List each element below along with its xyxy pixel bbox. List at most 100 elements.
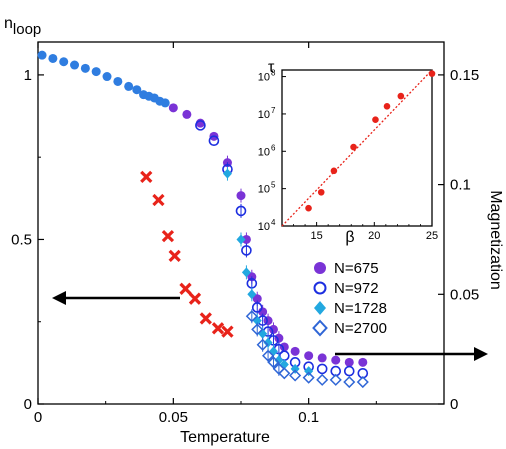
point-initial: [102, 72, 112, 82]
inset-x-tick-label: 15: [310, 230, 322, 242]
point-n2700: [329, 373, 342, 386]
point-n2700: [356, 375, 369, 389]
legend-label-n1728: N=1728: [334, 300, 387, 317]
point-n675: [304, 351, 314, 361]
legend-label-n2700: N=2700: [334, 320, 387, 337]
legend-marker-n2700: [312, 319, 328, 337]
inset-point: [317, 188, 325, 196]
point-n675: [358, 357, 368, 367]
main-marks: [37, 50, 369, 389]
legend-item-n972: N=972: [313, 280, 379, 297]
y-left-tick-label: 0: [24, 396, 32, 413]
y-right-axis-label: Magnetization: [487, 190, 504, 290]
y-right-tick-label: 0.1: [450, 177, 471, 194]
point-n972: [208, 135, 220, 147]
point-n2700: [245, 310, 258, 323]
point-n2700: [316, 373, 329, 386]
right-arrow: [335, 347, 488, 361]
inset-point: [305, 204, 312, 212]
point-nloop: [152, 193, 165, 207]
inset-point: [397, 92, 405, 100]
point-n1728: [222, 168, 232, 179]
y-left-axis-label-main: n: [4, 15, 13, 32]
point-n1728: [268, 346, 278, 357]
point-n2700: [302, 371, 315, 384]
inset-y-tick-exponent: 5: [271, 181, 276, 190]
inset-point: [350, 143, 357, 151]
legend-marker-n972: [313, 281, 327, 295]
point-initial: [160, 98, 170, 108]
inset-y-label: τ: [268, 59, 275, 76]
legend-item-n1728: N=1728: [314, 300, 387, 317]
y-right-tick-label: 0.05: [450, 286, 479, 303]
point-initial: [70, 60, 80, 70]
legend-label-n675: N=675: [334, 260, 379, 277]
y-right-tick-label: 0: [450, 396, 458, 413]
point-nloop: [168, 249, 181, 263]
point-n2700: [251, 323, 264, 336]
point-initial: [124, 81, 134, 91]
inset-y-tick-exponent: 6: [271, 143, 276, 152]
point-initial: [37, 50, 47, 60]
inset-y-tick-exponent: 8: [271, 69, 276, 78]
point-n972: [343, 365, 355, 377]
point-n675: [258, 307, 268, 317]
inset-point: [330, 167, 338, 175]
point-n2700: [343, 375, 356, 389]
inset-point: [372, 116, 379, 124]
point-n2700: [278, 367, 291, 380]
point-n675: [182, 109, 192, 119]
point-initial: [59, 57, 69, 67]
point-n675: [274, 333, 284, 343]
point-n675: [317, 353, 327, 363]
x-tick-label: 0.05: [159, 409, 188, 426]
point-n2700: [262, 349, 275, 362]
y-left-tick-label: 0.5: [11, 231, 32, 248]
point-n2700: [289, 369, 302, 382]
inset-x-tick-label: 20: [368, 230, 380, 242]
point-n1728: [236, 234, 246, 245]
left-arrow: [52, 291, 180, 305]
legend-marker-n1728: [314, 301, 326, 315]
legend-item-n675: N=675: [314, 260, 379, 277]
x-tick-label: 0.1: [298, 409, 319, 426]
point-nloop: [140, 170, 153, 184]
inset-y-tick-label: 10: [258, 109, 270, 121]
inset-x-tick-label: 25: [426, 230, 438, 242]
point-n1728: [290, 363, 300, 374]
point-n675: [263, 316, 273, 326]
point-initial: [132, 85, 142, 95]
point-n675: [290, 346, 300, 356]
point-n675: [241, 234, 251, 244]
point-n675: [279, 342, 289, 352]
point-n972: [251, 302, 263, 313]
point-n675: [344, 357, 354, 367]
point-nloop: [211, 322, 225, 335]
point-n1728: [304, 366, 314, 377]
x-axis-label: Temperature: [180, 429, 270, 446]
inset-y-tick-label: 10: [258, 184, 270, 196]
point-n972: [195, 120, 206, 131]
point-initial: [113, 76, 123, 86]
y-left-axis-label: nloop: [4, 15, 41, 38]
inset-point: [383, 103, 391, 110]
point-n675: [236, 191, 246, 201]
legend: N=675 N=972 N=1728 N=2700: [312, 260, 387, 337]
point-initial: [80, 63, 90, 73]
point-n972: [241, 245, 252, 256]
point-initial: [91, 67, 101, 77]
inset-marks: [281, 69, 436, 227]
y-left-tick-label: 1: [24, 67, 32, 84]
point-n972: [235, 205, 247, 217]
point-nloop: [179, 282, 192, 295]
inset-x-label: β: [345, 229, 354, 246]
point-n1728: [241, 267, 251, 278]
point-nloop: [221, 325, 234, 338]
point-initial: [48, 53, 58, 63]
point-n675: [331, 355, 341, 365]
inset-fit-line: [281, 69, 433, 227]
x-tick-label: 0: [34, 409, 42, 426]
